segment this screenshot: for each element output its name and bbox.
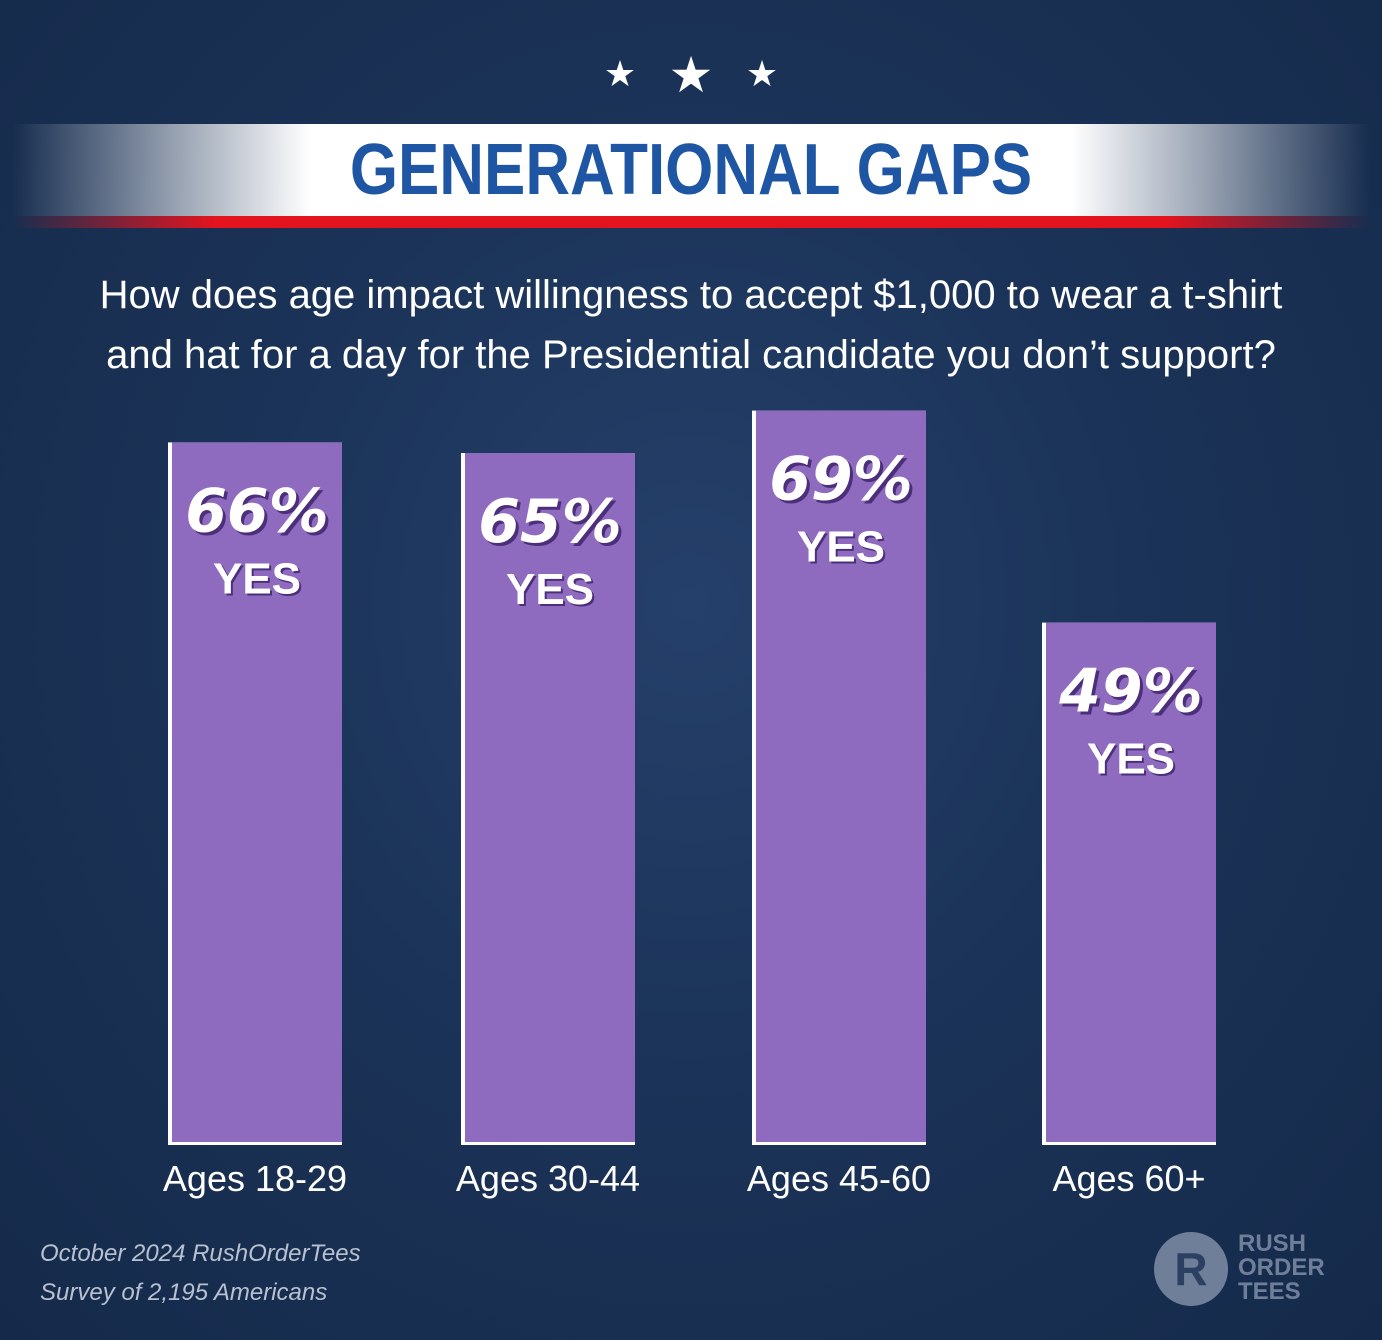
logo-word-order: ORDER <box>1238 1254 1325 1281</box>
bar-value-label: 69% <box>769 445 913 515</box>
bar-yes-label: YES <box>797 523 885 572</box>
bar-value-label-shadow: 65% <box>481 490 625 560</box>
bar-value-label-shadow: 66% <box>188 479 332 549</box>
source-line-2: Survey of 2,195 Americans <box>40 1279 328 1306</box>
bar-yes-label: YES <box>506 565 594 614</box>
logo-word-tees: TEES <box>1238 1278 1301 1305</box>
logo-r-icon: R <box>1154 1232 1228 1306</box>
bar-yes-label-shadow: YES <box>508 567 596 616</box>
star-icon: ★ <box>745 54 779 95</box>
title-banner-red-stripe <box>12 216 1370 228</box>
bar-yes-label: YES <box>213 554 301 603</box>
title-banner <box>12 124 1370 216</box>
page-title: GENERATIONAL GAPS <box>349 130 1033 210</box>
star-icon: ★ <box>668 46 714 104</box>
category-label: Ages 30-44 <box>456 1158 640 1199</box>
logo-word-rush: RUSH <box>1238 1230 1307 1257</box>
rushordertees-logo: R RUSH ORDER TEES <box>1154 1232 1344 1308</box>
bar-yes-label: YES <box>1087 735 1175 784</box>
bar <box>756 410 926 1143</box>
bar-value-label-shadow: 69% <box>772 448 916 518</box>
survey-question: How does age impact willingness to accep… <box>60 265 1322 385</box>
bar-yes-label-shadow: YES <box>799 525 887 574</box>
bar <box>1046 622 1216 1142</box>
bar <box>172 442 342 1142</box>
source-line-1: October 2024 RushOrderTees <box>40 1240 361 1267</box>
bar <box>465 453 635 1142</box>
category-label: Ages 18-29 <box>163 1158 347 1199</box>
category-label: Ages 45-60 <box>747 1158 931 1199</box>
logo-wordmark: RUSH ORDER TEES <box>1238 1232 1325 1304</box>
bar-yes-label-shadow: YES <box>1089 737 1177 786</box>
decorative-stars: ★ ★ ★ <box>0 50 1382 100</box>
bar-value-label: 49% <box>1058 657 1203 727</box>
bar-yes-label-shadow: YES <box>215 556 303 605</box>
bar-value-label-shadow: 49% <box>1061 660 1206 730</box>
category-label: Ages 60+ <box>1052 1158 1205 1199</box>
bar-value-label: 66% <box>185 476 329 546</box>
star-icon: ★ <box>603 54 637 95</box>
survey-question-line-2: and hat for a day for the Presidential c… <box>106 333 1276 377</box>
bar-value-label: 65% <box>478 487 622 557</box>
survey-question-line-1: How does age impact willingness to accep… <box>99 273 1283 317</box>
